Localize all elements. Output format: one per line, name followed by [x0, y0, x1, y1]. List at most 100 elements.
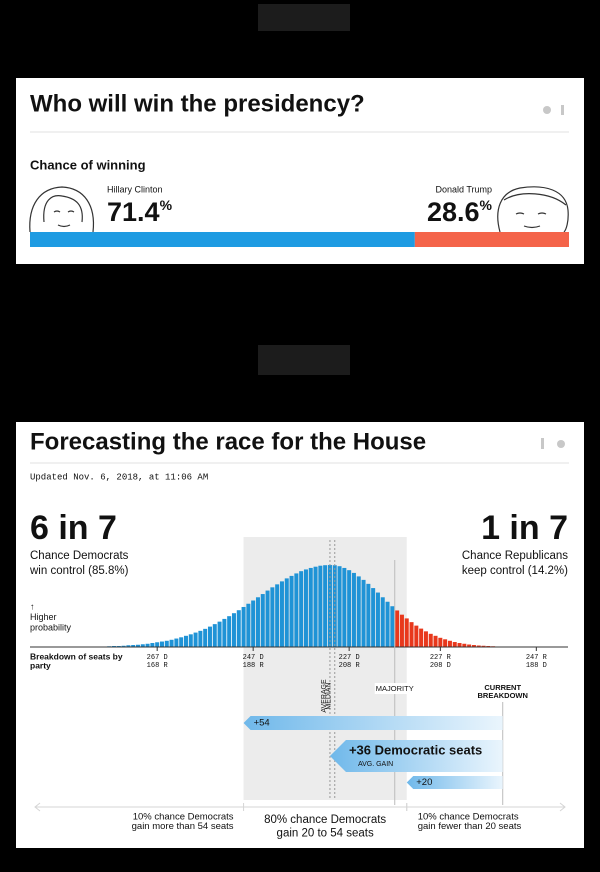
chance-unit: % — [480, 197, 493, 213]
gain-arrow — [406, 776, 503, 789]
histogram-bar — [390, 606, 395, 647]
histogram-bar — [481, 645, 486, 647]
gain-arrow — [329, 740, 503, 772]
histogram-bar — [303, 569, 308, 647]
histogram-bar — [356, 576, 361, 647]
x-tick-label: 227 D — [339, 654, 360, 662]
histogram-bar — [260, 594, 265, 647]
x-tick-label: 227 R — [430, 654, 452, 662]
histogram-bar — [337, 566, 342, 647]
histogram-bar — [198, 630, 203, 647]
histogram-bar — [150, 643, 155, 647]
x-tick-label: 168 R — [147, 662, 169, 670]
histogram-bar — [447, 640, 452, 647]
x-tick-label: 247 R — [526, 654, 548, 662]
x-tick-label: 188 D — [526, 662, 547, 670]
card-subtitle: Chance of winning — [30, 157, 146, 172]
chance-value: 71.4 — [107, 197, 160, 227]
x-axis-label: party — [30, 660, 51, 670]
histogram-bar — [452, 642, 457, 647]
y-axis-label: probability — [30, 622, 72, 632]
histogram-bar — [236, 610, 241, 647]
histogram-bar — [289, 575, 294, 647]
x-tick-label: 247 D — [243, 654, 264, 662]
share-icons[interactable] — [543, 105, 564, 115]
histogram-bar — [467, 644, 472, 647]
histogram-bar — [457, 643, 462, 647]
histogram-bar — [155, 642, 160, 647]
probability-bar — [414, 232, 569, 247]
histogram-bar — [366, 583, 371, 647]
redacted-label — [258, 345, 350, 375]
histogram-bar — [207, 626, 212, 647]
x-tick-label: 208 R — [339, 662, 361, 670]
card-title: Who will win the presidency? — [30, 90, 365, 117]
histogram-bar — [222, 618, 227, 647]
chance-unit: % — [160, 197, 173, 213]
histogram-bar — [284, 578, 289, 647]
x-axis-label: Breakdown of seats by — [30, 651, 123, 661]
marker-label: AVERAGE — [321, 679, 328, 713]
histogram-bar — [164, 640, 169, 647]
histogram-bar — [476, 645, 481, 647]
chart-layer: Who will win the presidency? Chance of wi… — [29, 90, 569, 840]
candidate-chance: 71.4% — [107, 197, 173, 227]
gain-arrow — [243, 716, 503, 730]
marker-label: CURRENT — [484, 683, 521, 692]
headline: 1 in 7 — [481, 509, 568, 547]
histogram-bar — [275, 584, 280, 647]
histogram-bar — [279, 581, 284, 647]
histogram-bar — [126, 645, 131, 647]
histogram-bar — [351, 572, 356, 647]
histogram-bar — [159, 641, 164, 647]
marker-label: BREAKDOWN — [478, 691, 528, 700]
headline-text: Chance Democrats — [30, 550, 129, 562]
histogram-bar — [231, 613, 236, 647]
histogram-bar — [246, 603, 251, 647]
headline-text: win control (85.8%) — [29, 565, 129, 577]
histogram-bar — [188, 634, 193, 647]
histogram-bar — [385, 601, 390, 647]
histogram-bar — [313, 566, 318, 647]
marker-label-bg — [374, 683, 415, 694]
histogram-bar — [308, 567, 313, 647]
histogram-bar — [323, 565, 328, 647]
headline: 6 in 7 — [30, 509, 117, 547]
candidate-name: Hillary Clinton — [107, 184, 163, 194]
y-axis-label: ↑ — [30, 601, 35, 611]
histogram-bar — [255, 597, 260, 647]
histogram-bar — [140, 644, 145, 647]
histogram-bar — [174, 638, 179, 647]
range-note: gain fewer than 20 seats — [418, 821, 522, 832]
histogram-bar — [443, 639, 448, 647]
x-tick-label: 267 D — [147, 654, 168, 662]
histogram-bar — [332, 565, 337, 647]
histogram-bar — [433, 635, 438, 647]
histogram-bar — [471, 645, 476, 647]
range-note: 80% chance Democrats — [264, 814, 386, 826]
chance-value: 28.6 — [427, 197, 480, 227]
histogram-bar — [131, 645, 136, 647]
marker-label: MEDIAN — [326, 682, 333, 709]
histogram-bar — [428, 633, 433, 647]
range-note: gain more than 54 seats — [132, 821, 234, 832]
trump-sketch — [497, 186, 569, 233]
range-note: gain 20 to 54 seats — [277, 828, 374, 840]
histogram-bar — [395, 610, 400, 647]
histogram-bar — [342, 567, 347, 647]
histogram-bar — [212, 624, 217, 647]
share-icons[interactable] — [541, 438, 565, 449]
histogram-bar — [423, 631, 428, 647]
histogram-bar — [375, 592, 380, 647]
histogram-bar — [227, 616, 232, 647]
histogram-bar — [299, 571, 304, 647]
histogram-bar — [183, 635, 188, 647]
gain-label: +20 — [416, 777, 432, 788]
clinton-sketch — [29, 186, 95, 233]
gain-label: +54 — [254, 718, 270, 729]
headline-text: Chance Republicans — [462, 550, 568, 562]
histogram-bar — [347, 570, 352, 647]
x-tick-label: 188 R — [243, 662, 265, 670]
